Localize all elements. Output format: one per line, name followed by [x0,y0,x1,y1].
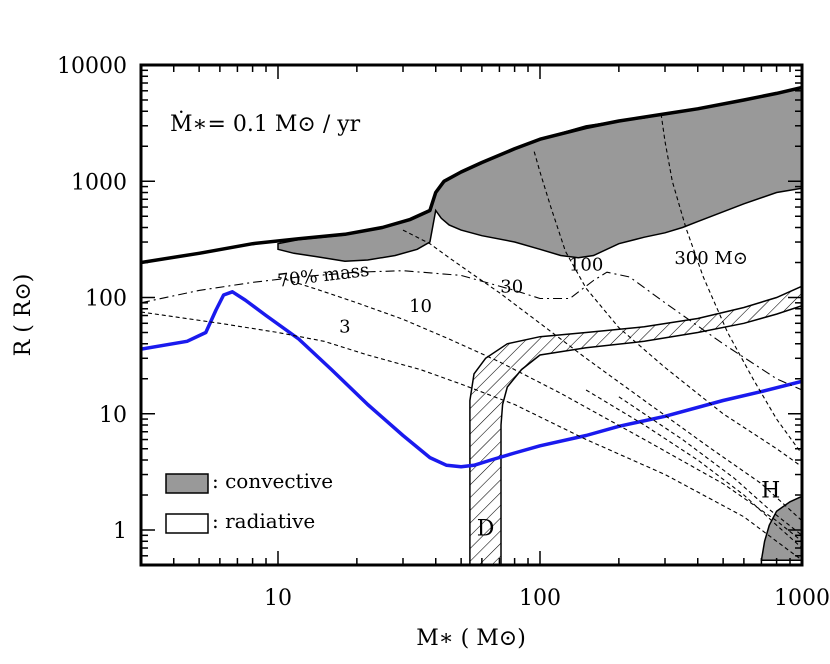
label-mass-100: 100 [569,255,603,276]
x-tick-label: 10 [264,586,292,611]
label-mass-30: 30 [500,277,523,298]
label-region-H: H [761,479,780,504]
legend-label-radiative: : radiative [212,509,315,533]
label-mass-10: 10 [409,296,432,317]
y-tick-label: 100 [85,287,127,312]
series-mass-coordinate-7 [660,113,802,455]
legend-label-convective: : convective [212,469,333,493]
y-tick-label: 10 [99,403,127,428]
legend-swatch-radiative [165,513,209,534]
y-tick-label: 1000 [71,170,127,195]
series-stellar-radius-0 [141,85,802,265]
axis-ticks: 10 100 1000 1 10 100 1000 10000 [57,54,830,611]
y-tick-label: 1 [113,519,127,544]
region-convective-core [760,495,802,561]
label-mass-300: 300 M⊙ [674,248,748,269]
series-mass-coordinate-9 [618,396,802,536]
x-tick-label: 100 [519,586,561,611]
label-mass-3: 3 [339,316,350,337]
series-mass-coordinate-4 [277,276,802,542]
series-mass-coordinate-2 [141,270,802,391]
y-axis-label: R ( R⊙) [11,274,36,357]
series-mass-coordinate-8 [585,389,802,549]
series-mass-coordinate-3 [141,311,802,561]
series-mass-coordinate-5 [402,229,802,522]
label-region-D: D [477,516,495,541]
series-interior-radius-1 [141,290,802,469]
annotation-mdot: Ṁ∗= 0.1 M⊙ / yr [170,110,361,137]
legend: : convective : radiative [165,469,333,534]
x-tick-label: 1000 [774,586,830,611]
legend-swatch-convective [165,473,209,494]
plot-area: 70% mass 3 10 30 100 300 M⊙ D H [141,85,802,565]
label-70pct-mass: 70% mass [277,260,371,292]
x-axis-label: M∗ ( M⊙) [416,626,526,651]
series-mass-coordinate-6 [533,151,802,468]
y-tick-label: 10000 [57,54,127,79]
